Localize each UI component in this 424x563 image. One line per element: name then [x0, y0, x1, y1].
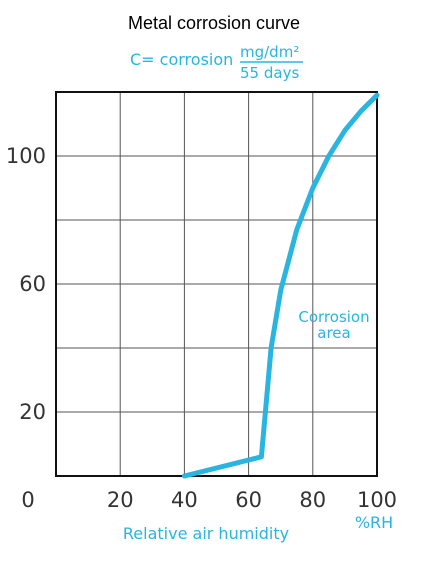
y-tick-label: 100: [6, 144, 46, 168]
x-tick-label: 0: [21, 488, 34, 512]
x-axis-label: Relative air humidity: [123, 524, 289, 543]
y-axis-unit-denominator: 55 days: [240, 64, 299, 82]
y-tick-labels: 20 60 100: [6, 144, 46, 424]
corrosion-curve-line: [181, 92, 380, 479]
x-tick-label: 60: [235, 488, 262, 512]
annotation-line-1: Corrosion: [298, 308, 369, 326]
plot-frame: [55, 91, 378, 477]
chart-title: Metal corrosion curve: [128, 13, 300, 33]
y-axis-unit-numerator: mg/dm²: [240, 43, 299, 61]
x-tick-label: 100: [357, 488, 397, 512]
y-tick-label: 20: [19, 400, 46, 424]
x-axis-unit: %RH: [355, 513, 393, 532]
grid: [56, 92, 377, 476]
title-block: Metal corrosion curve: [128, 13, 300, 33]
y-axis-label-prefix: C= corrosion: [130, 50, 233, 69]
x-tick-label: 20: [107, 488, 134, 512]
y-axis-label: C= corrosion mg/dm² 55 days: [130, 43, 303, 82]
series-layer: [181, 92, 380, 479]
y-tick-label: 60: [19, 272, 46, 296]
x-tick-labels: 0 20 40 60 80 100: [21, 488, 397, 512]
corrosion-area-annotation: Corrosion area: [298, 308, 369, 342]
x-tick-label: 80: [299, 488, 326, 512]
x-tick-label: 40: [171, 488, 198, 512]
annotation-line-2: area: [317, 324, 350, 342]
